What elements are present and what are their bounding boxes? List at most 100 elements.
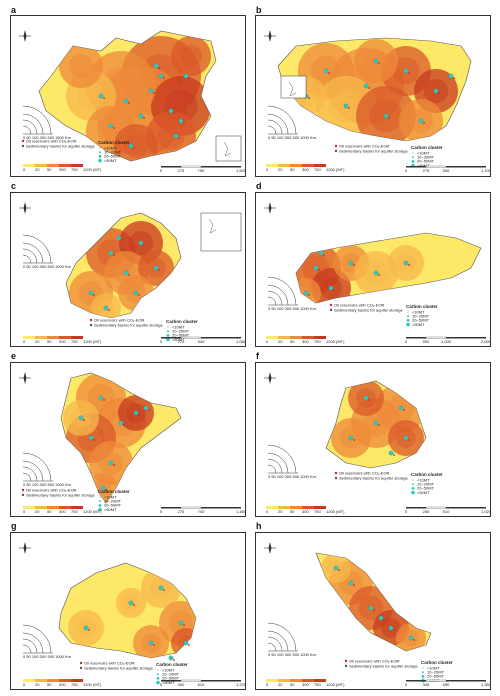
capacity-circle-inner — [180, 45, 202, 67]
oil-reservoir-point — [403, 409, 405, 411]
cluster-legend-label: >50MT — [412, 322, 425, 327]
oil-reservoir-point — [423, 122, 425, 124]
cluster-legend-marker — [98, 158, 102, 163]
oil-legend-label: Oil reservoirs with CO₂-EOR — [26, 488, 77, 493]
carbon-cluster-point — [348, 580, 354, 586]
map-svg: 0 50 100 300 500 1000 Km Oil reservoirs wi… — [19, 542, 245, 687]
radius-tick-labels: 0 50 100 300 500 — [23, 654, 55, 659]
cluster-legend-marker — [167, 326, 169, 328]
cluster-legend-label: 10~20MT — [104, 150, 122, 155]
carbon-cluster-point — [328, 285, 334, 291]
map-svg: 0 50 100 300 500 1000 Km Oil reservoirs wi… — [264, 542, 490, 687]
cluster-legend-label: 20~50MT — [412, 318, 430, 323]
radius-arc — [22, 242, 44, 264]
carbon-cluster-point — [103, 305, 109, 311]
map-panel-europe: 0 50 100 300 500 1000 Km Oil reservoirs wi… — [10, 192, 246, 347]
radius-arc — [267, 113, 289, 135]
basin-legend-marker — [344, 664, 348, 668]
scale-tick-label: 510 — [443, 509, 450, 514]
cluster-legend-label: 20~50MT — [417, 486, 435, 491]
colorbar-tick-label: 750 — [314, 509, 321, 514]
colorbar-tick-label: 0 — [266, 167, 269, 172]
oil-reservoir-point — [133, 147, 135, 149]
scale-bar-segment — [201, 166, 241, 168]
colorbar-segment — [266, 164, 278, 167]
oil-reservoir-point — [353, 439, 355, 441]
colorbar-segment — [59, 679, 71, 682]
oil-reservoir-point — [188, 77, 190, 79]
radius-arc — [267, 290, 283, 306]
carbon-cluster-point — [373, 58, 379, 64]
oil-reservoir-point — [138, 294, 140, 296]
carbon-cluster-point — [388, 450, 394, 456]
cluster-legend-marker — [99, 147, 101, 149]
scale-bar-segment — [161, 337, 181, 339]
colorbar-segment — [278, 164, 290, 167]
map-svg: 0 50 100 300 500 1000 Km Oil reservoirs wi… — [264, 30, 490, 173]
cluster-legend-marker — [99, 496, 101, 498]
inset-map-outline — [288, 81, 297, 97]
colorbar-segment — [71, 679, 83, 682]
colorbar-tick-label: 750 — [71, 167, 78, 172]
oil-reservoir-point — [103, 399, 105, 401]
scale-tick-label: 275 — [423, 168, 430, 173]
colorbar-tick-label: 0 — [23, 509, 26, 514]
colorbar-tick-label: 300 — [59, 167, 66, 172]
oil-reservoir-point — [353, 584, 355, 586]
cluster-legend-label: 20~50MT — [162, 676, 180, 681]
radius-arc — [267, 642, 277, 652]
scale-tick-label: 750 — [198, 168, 205, 173]
oil-reservoir-point — [393, 629, 395, 631]
colorbar-tick-label: 50 — [290, 682, 295, 687]
oil-reservoir-point — [148, 409, 150, 411]
basin-legend-marker — [334, 476, 338, 480]
colorbar-tick-label: 300 — [302, 509, 309, 514]
scale-bar-segment — [446, 507, 486, 509]
oil-reservoir-point — [388, 117, 390, 119]
radius-arc — [22, 113, 44, 135]
oil-reservoir-point — [138, 414, 140, 416]
colorbar-segment — [314, 679, 326, 682]
colorbar-segment — [59, 164, 71, 167]
carbon-cluster-point — [183, 73, 189, 79]
scale-tick-label: 690 — [443, 682, 450, 687]
colorbar-tick-label: 50 — [290, 509, 295, 514]
cluster-legend-marker — [98, 504, 102, 507]
cluster-legend-label: 10~20MT — [104, 499, 122, 504]
radius-arc — [22, 119, 38, 135]
scale-tick-label: 1,480 — [236, 509, 246, 514]
map-panel-india: 0 50 100 300 500 1000 Km Oil reservoirs wi… — [10, 362, 246, 517]
radius-arc — [22, 254, 32, 264]
oil-reservoir-point — [188, 644, 190, 646]
carbon-cluster-point — [333, 565, 339, 571]
colorbar-segment — [35, 506, 47, 509]
oil-reservoir-point — [133, 604, 135, 606]
inset-map-frame — [200, 212, 242, 252]
oil-reservoir-point — [158, 67, 160, 69]
scale-bar-segment — [406, 337, 426, 339]
scale-tick-label: 0 — [160, 509, 163, 514]
carbon-cluster-point — [148, 640, 154, 646]
inset-map-frame — [215, 135, 242, 162]
cluster-legend-label: 20~50MT — [417, 159, 435, 164]
colorbar-tick-label: 20 — [278, 682, 283, 687]
map-panel-saudi-arabia: 0 50 100 300 500 1000 Km Oil reservoirs wi… — [255, 362, 491, 517]
colorbar-segment — [290, 506, 302, 509]
carbon-cluster-point — [388, 625, 394, 631]
radius-max-label: 1000 Km — [55, 482, 72, 487]
radius-arc — [22, 472, 32, 482]
cluster-legend-label: <10MT — [104, 494, 117, 499]
oil-reservoir-point — [143, 117, 145, 119]
cluster-legend-marker — [421, 675, 425, 678]
cluster-legend-label: 20~50MT — [104, 503, 122, 508]
colorbar-tick-label: 750 — [71, 509, 78, 514]
cluster-legend-title: Carbon cluster — [98, 140, 130, 145]
colorbar-tick-label: 300 — [59, 509, 66, 514]
colorbar-tick-label: 0 — [23, 682, 26, 687]
scale-bar-segment — [201, 680, 241, 682]
cluster-legend-label: >50MT — [104, 507, 117, 512]
carbon-cluster-point — [323, 68, 329, 74]
scale-bar-segment — [446, 166, 486, 168]
radius-arc — [267, 296, 277, 306]
